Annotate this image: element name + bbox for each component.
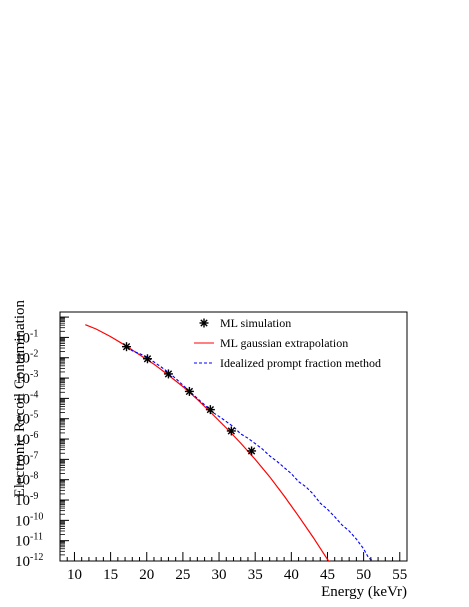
y-tick-label: 10 [15, 391, 30, 407]
y-tick-exponent: -4 [30, 389, 38, 400]
series-layer [85, 324, 374, 561]
legend-entry: ML simulation [220, 316, 291, 330]
y-axis-label: Electronic Recoil Contamination [12, 300, 28, 498]
y-tick-exponent: -8 [30, 471, 38, 482]
y-tick-exponent: -7 [30, 450, 38, 461]
y-tick-exponent: -12 [30, 552, 43, 563]
y-tick-label: 10 [15, 452, 30, 468]
y-tick-label: 10 [15, 330, 30, 346]
x-tick-label: 10 [67, 567, 82, 583]
y-tick-exponent: -11 [30, 532, 43, 543]
data-point [247, 446, 257, 456]
y-tick-exponent: -5 [30, 410, 38, 421]
data-point [184, 386, 194, 396]
legend-marker [199, 318, 209, 328]
y-tick-label: 10 [15, 371, 30, 387]
series-line-2 [126, 346, 374, 561]
y-tick-label: 10 [15, 534, 30, 550]
legend-entry: Idealized prompt fraction method [220, 356, 381, 370]
x-tick-label: 55 [392, 567, 407, 583]
x-tick-label: 45 [320, 567, 335, 583]
y-tick-exponent: -1 [30, 328, 38, 339]
x-tick-label: 25 [175, 567, 190, 583]
y-tick-exponent: -3 [30, 369, 38, 380]
y-tick-label: 10 [15, 473, 30, 489]
minor-ticks [60, 317, 394, 561]
y-tick-exponent: -2 [30, 349, 38, 360]
x-tick-label: 50 [356, 567, 371, 583]
data-point [122, 342, 132, 352]
y-tick-exponent: -10 [30, 511, 43, 522]
x-axis-label: Energy (keVr) [321, 584, 407, 600]
x-tick-label: 35 [248, 567, 263, 583]
y-tick-exponent: -6 [30, 430, 38, 441]
y-tick-label: 10 [15, 493, 30, 509]
y-tick-exponent: -9 [30, 491, 38, 502]
x-axis-ticks: 10 15 20 25 30 35 40 45 50 55 [67, 552, 407, 583]
data-point [226, 426, 236, 436]
x-tick-label: 40 [284, 567, 299, 583]
y-tick-label: 10 [15, 351, 30, 367]
y-tick-label: 10 [15, 412, 30, 428]
data-point [142, 354, 152, 364]
data-point [205, 405, 215, 415]
x-tick-label: 15 [103, 567, 118, 583]
legend-entry: ML gaussian extrapolation [220, 336, 348, 350]
y-tick-label: 10 [15, 554, 30, 570]
x-tick-label: 20 [139, 567, 154, 583]
y-tick-label: 10 [15, 513, 30, 529]
data-point [163, 369, 173, 379]
x-tick-label: 30 [212, 567, 227, 583]
y-tick-label: 10 [15, 432, 30, 448]
legend: ML simulation ML gaussian extrapolation Id… [194, 316, 381, 370]
